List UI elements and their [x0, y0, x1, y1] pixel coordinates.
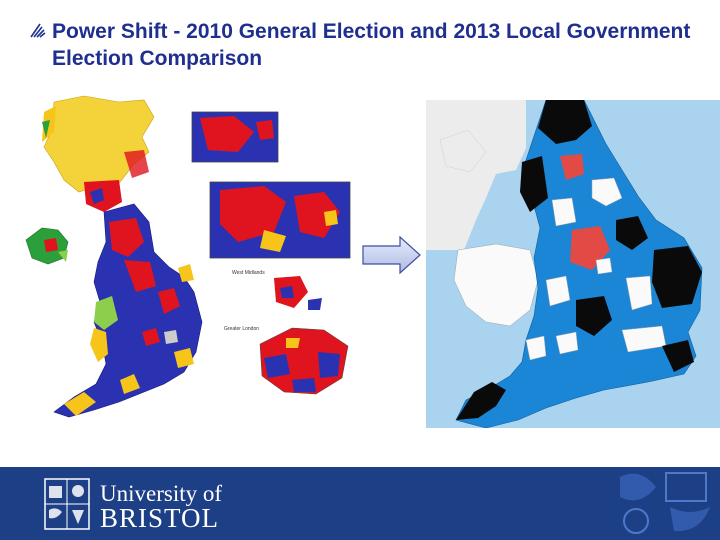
election-map-2010: West Midlands Greater London [25, 95, 351, 418]
scotland-region [43, 95, 155, 193]
logo-line-1: University of [100, 481, 223, 506]
crest-pattern-icon [610, 467, 720, 540]
title-row: Power Shift - 2010 General Election and … [30, 18, 712, 72]
crest-icon [44, 478, 90, 530]
inset-label-greater-london: Greater London [224, 326, 259, 332]
london-inset [259, 327, 349, 395]
logo-line-2: BRISTOL [100, 503, 220, 533]
footer-bar: University of BRISTOL [0, 467, 720, 540]
comparison-arrow-icon [362, 236, 421, 274]
inset-label-west-midlands: West Midlands [232, 270, 265, 276]
university-logo: University of BRISTOL [44, 478, 244, 533]
slide-title: Power Shift - 2010 General Election and … [52, 20, 691, 70]
election-map-2013 [426, 100, 720, 428]
bullet-icon [30, 23, 46, 38]
wales-region [453, 243, 539, 327]
